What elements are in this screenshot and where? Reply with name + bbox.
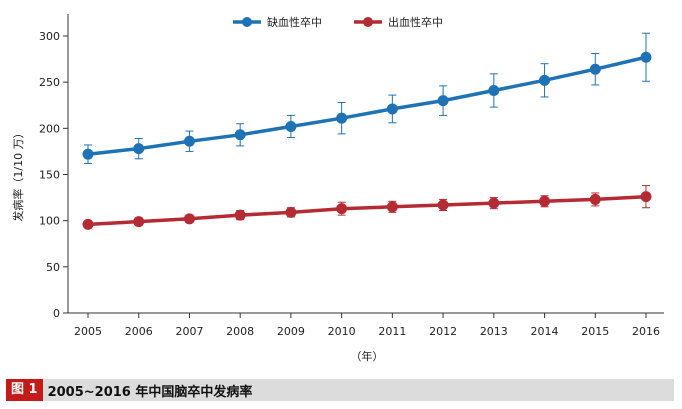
data-point	[183, 213, 195, 225]
series-ischemic	[82, 32, 652, 164]
y-axis-label: 发病率（1/10 万）	[11, 127, 25, 221]
x-tick-label: 2005	[74, 325, 102, 338]
x-tick-label: 2012	[429, 325, 457, 338]
y-tick-label: 300	[39, 30, 60, 43]
series-hemorrhagic	[82, 185, 652, 230]
y-tick-label: 100	[39, 215, 60, 228]
data-point	[539, 195, 551, 207]
x-tick-label: 2014	[531, 325, 559, 338]
x-tick-label: 2008	[226, 325, 254, 338]
data-point	[386, 103, 398, 115]
x-tick-label: 2009	[277, 325, 305, 338]
data-point	[488, 84, 500, 96]
data-point	[133, 143, 145, 155]
legend-item-ischemic: 缺血性卒中	[233, 15, 322, 29]
legend-swatch-marker	[242, 17, 252, 27]
y-tick-label: 250	[39, 76, 60, 89]
data-point	[336, 203, 348, 215]
x-tick-label: 2011	[378, 325, 406, 338]
x-tick-label: 2013	[480, 325, 508, 338]
legend-label: 缺血性卒中	[267, 15, 322, 29]
chart-area: 0 50 100 150 200 250 300 2005 2006 2007 2008 2009 20…	[11, 14, 664, 363]
x-tick-label: 2016	[632, 325, 660, 338]
data-point	[437, 95, 449, 107]
data-point	[589, 63, 601, 75]
data-point	[640, 191, 652, 203]
series-line	[87, 194, 647, 227]
y-tick-label: 150	[39, 169, 60, 182]
data-point	[285, 206, 297, 218]
x-axis-label: （年）	[351, 349, 384, 363]
series-line	[87, 55, 647, 156]
legend-swatch-marker	[363, 17, 373, 27]
y-tick-label: 200	[39, 122, 60, 135]
figure-number-badge: 图 1	[6, 379, 43, 401]
data-point	[640, 51, 652, 63]
data-point	[234, 209, 246, 221]
x-tick-label: 2015	[581, 325, 609, 338]
y-tick-label: 0	[53, 307, 60, 320]
data-point	[234, 129, 246, 141]
figure-caption: 图 1 2005~2016 年中国脑卒中发病率	[6, 379, 674, 401]
data-point	[82, 148, 94, 160]
data-point	[285, 120, 297, 132]
data-point	[488, 197, 500, 209]
line-chart: 0 50 100 150 200 250 300 2005 2006 2007 2008 2009 20…	[11, 14, 664, 363]
data-point	[183, 135, 195, 147]
legend-label: 出血性卒中	[388, 15, 443, 29]
data-point	[82, 218, 94, 230]
data-point	[539, 74, 551, 86]
data-point	[336, 112, 348, 124]
data-point	[589, 193, 601, 205]
x-tick-label: 2010	[328, 325, 356, 338]
figure-title: 2005~2016 年中国脑卒中发病率	[47, 384, 253, 400]
legend-item-hemorrhagic: 出血性卒中	[354, 15, 443, 29]
x-tick-label: 2006	[125, 325, 153, 338]
x-tick-label: 2007	[175, 325, 203, 338]
data-point	[133, 216, 145, 228]
y-tick-label: 50	[46, 261, 60, 274]
data-point	[386, 201, 398, 213]
data-point	[437, 199, 449, 211]
